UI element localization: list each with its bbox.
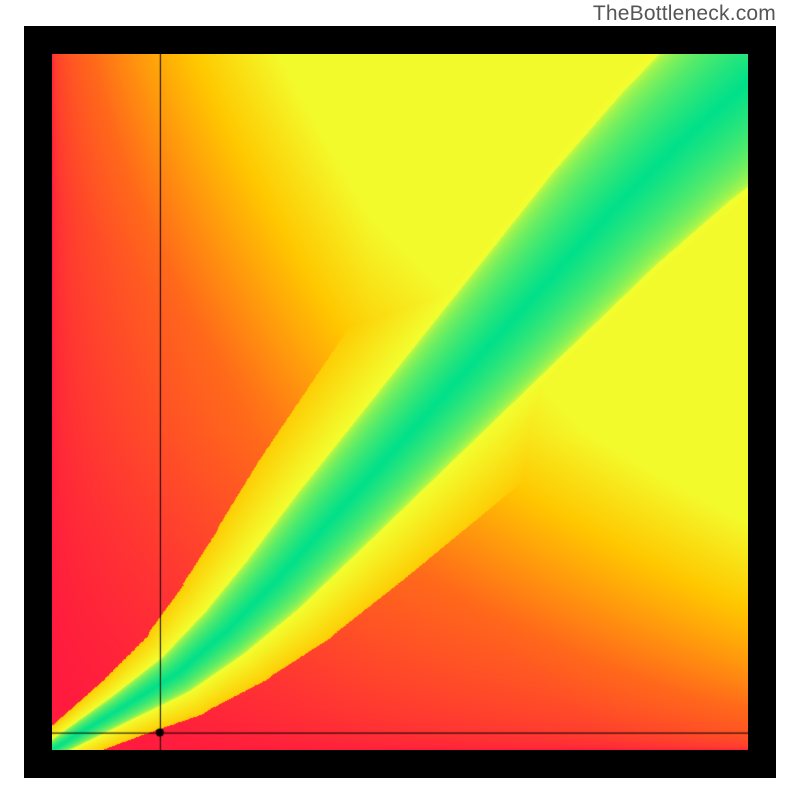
chart-container: TheBottleneck.com [0, 0, 800, 800]
watermark-text: TheBottleneck.com [593, 2, 776, 26]
plot-frame [24, 26, 776, 778]
heatmap-canvas [52, 54, 748, 750]
